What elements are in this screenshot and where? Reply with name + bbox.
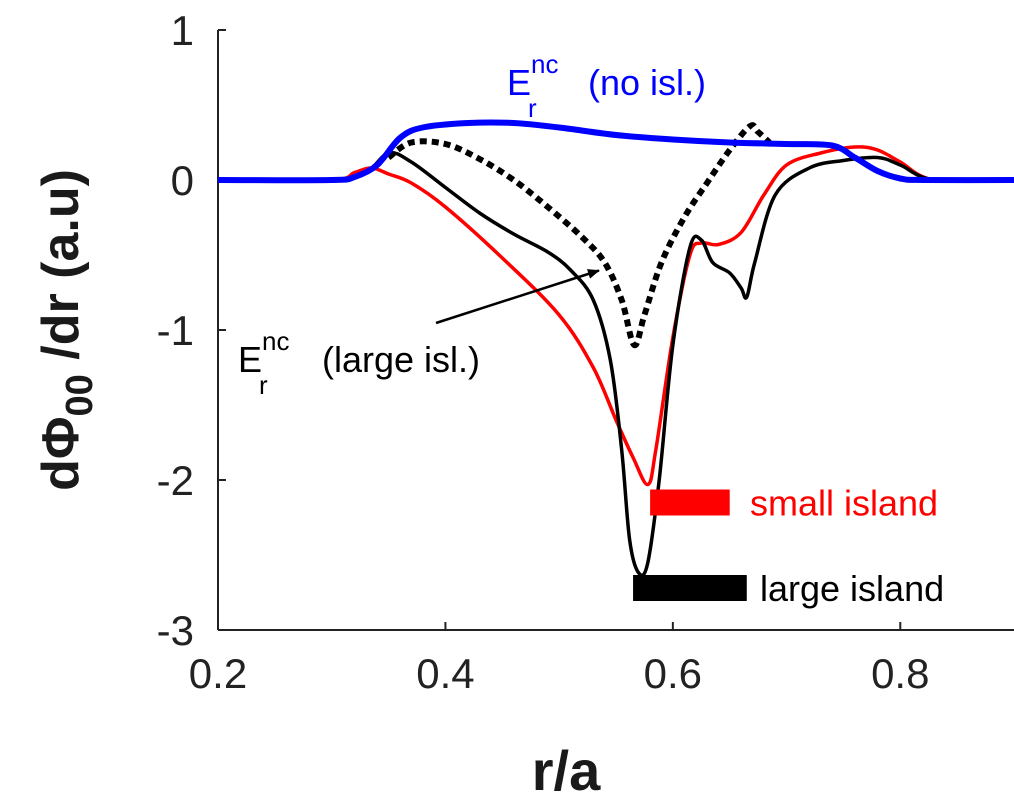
annotation-arrow bbox=[435, 269, 600, 325]
blue-series-label: Enc r (no isl.) bbox=[507, 49, 706, 123]
y-tick-label: -2 bbox=[157, 457, 194, 504]
black-label-sup: nc bbox=[262, 326, 289, 356]
series-red-line bbox=[218, 145, 1014, 487]
black-label-rest: (large isl.) bbox=[322, 339, 480, 380]
small-island-bar bbox=[650, 489, 730, 516]
series-group bbox=[218, 119, 1014, 578]
black-label-E: E bbox=[238, 339, 262, 380]
large-island-label: large island bbox=[760, 568, 944, 609]
black-label-sub: r bbox=[259, 370, 268, 400]
y-axis-title: dΦ00 /dr (a.u) bbox=[32, 169, 101, 491]
y-ticks: -3 -2 -1 0 1 bbox=[157, 7, 226, 654]
series-dotted-line bbox=[386, 122, 772, 349]
series-black-line bbox=[218, 150, 1014, 578]
y-tick-label: -1 bbox=[157, 307, 194, 354]
y-axis-title-rest: /dr (a.u) bbox=[32, 169, 90, 374]
blue-label-E: E bbox=[507, 62, 531, 103]
series-blue-line bbox=[218, 119, 1014, 184]
y-axis-title-sub: 00 bbox=[59, 374, 101, 416]
blue-label-sup: nc bbox=[531, 49, 558, 79]
y-tick-label: -3 bbox=[157, 607, 194, 654]
x-tick-label: 0.8 bbox=[871, 650, 929, 697]
x-tick-label: 0.6 bbox=[644, 650, 702, 697]
small-island-label: small island bbox=[750, 483, 938, 524]
annotations: Enc r (no isl.) Enc r (large isl.) small islan… bbox=[238, 49, 944, 609]
x-ticks: 0.2 0.4 0.6 0.8 bbox=[189, 622, 929, 697]
y-axis-title-phi: Φ bbox=[32, 416, 90, 459]
axes bbox=[217, 30, 1014, 631]
blue-label-sub: r bbox=[528, 93, 537, 123]
x-tick-label: 0.4 bbox=[416, 650, 474, 697]
y-axis-title-d: d bbox=[32, 459, 90, 491]
x-axis-title: r/a bbox=[532, 739, 601, 801]
large-island-bar bbox=[633, 575, 747, 601]
y-tick-label: 0 bbox=[171, 157, 194, 204]
black-series-label: Enc r (large isl.) bbox=[238, 326, 480, 400]
x-tick-label: 0.2 bbox=[189, 650, 247, 697]
blue-label-rest: (no isl.) bbox=[588, 62, 706, 103]
y-tick-label: 1 bbox=[171, 7, 194, 54]
